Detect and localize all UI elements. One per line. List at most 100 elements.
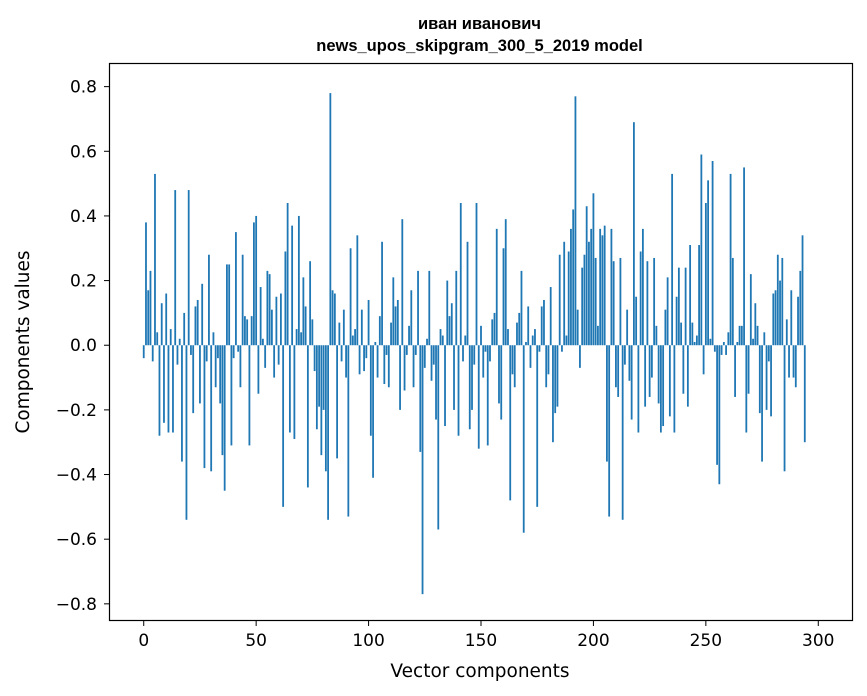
bar	[529, 345, 532, 368]
bar	[482, 345, 485, 378]
bar	[662, 345, 665, 427]
bar	[754, 303, 757, 346]
bar	[457, 345, 460, 436]
bar	[147, 290, 150, 346]
bar	[408, 325, 410, 346]
bar	[603, 225, 606, 346]
bar	[190, 345, 192, 355]
bar	[747, 345, 750, 394]
x-tick-label: 0	[138, 631, 149, 651]
bar	[172, 345, 174, 433]
bar	[264, 345, 267, 368]
bar	[270, 309, 273, 346]
bar	[208, 254, 210, 346]
bar	[214, 345, 217, 388]
bar	[394, 306, 397, 346]
bar	[783, 345, 786, 472]
bar	[583, 254, 586, 346]
bar	[740, 325, 743, 346]
bar	[428, 270, 431, 346]
bar	[363, 345, 365, 372]
bar	[331, 290, 334, 346]
bar	[192, 345, 195, 414]
bar	[534, 329, 536, 346]
bar	[462, 345, 464, 362]
bar	[626, 309, 629, 346]
bar	[230, 345, 233, 446]
chart-title: иван иванович	[418, 15, 541, 33]
bar	[763, 332, 766, 346]
bar	[156, 332, 159, 346]
bar	[444, 345, 446, 427]
bar	[383, 345, 386, 385]
bar	[154, 173, 156, 346]
bar	[608, 345, 611, 517]
bar	[567, 251, 570, 346]
bar	[794, 345, 797, 388]
bar	[297, 215, 300, 346]
bar	[736, 342, 739, 346]
bar	[354, 329, 356, 346]
bar	[235, 232, 237, 346]
bar	[518, 312, 521, 346]
bar	[803, 345, 806, 443]
bar	[426, 338, 428, 346]
bar	[599, 228, 602, 346]
bar	[641, 228, 644, 346]
bar	[484, 345, 487, 352]
bar	[581, 267, 584, 346]
x-axis-ticks: 0 50 100 150 200 250 300	[138, 620, 834, 651]
y-tick-label: 0.8	[70, 78, 97, 98]
bar	[770, 345, 772, 417]
bar	[659, 345, 662, 433]
bar	[776, 254, 779, 346]
bar	[695, 335, 698, 346]
bar	[644, 345, 647, 407]
bar	[432, 345, 435, 365]
bar	[228, 264, 231, 346]
bar	[610, 228, 613, 346]
bar	[194, 306, 197, 346]
bar	[183, 312, 186, 346]
bar	[217, 345, 219, 359]
bar	[291, 225, 294, 346]
bar	[691, 322, 694, 346]
bar	[558, 254, 561, 346]
y-tick-label: 0.6	[70, 142, 97, 162]
bar	[176, 345, 179, 365]
bar	[455, 270, 458, 346]
bar	[511, 345, 514, 375]
bar	[423, 345, 426, 368]
bar	[684, 267, 687, 346]
bar	[686, 345, 689, 407]
bar	[262, 338, 264, 346]
bar	[466, 241, 469, 346]
bar	[439, 329, 442, 346]
bar	[446, 280, 449, 346]
bar	[419, 345, 422, 452]
bar	[387, 345, 390, 388]
bar	[410, 290, 413, 346]
y-axis-label: Components values	[13, 250, 34, 433]
bar	[448, 316, 451, 346]
bar	[412, 345, 415, 388]
bar	[650, 345, 653, 378]
bar	[237, 345, 240, 352]
bar	[360, 309, 363, 346]
bar	[561, 345, 563, 352]
bar	[293, 345, 296, 439]
bar	[181, 345, 183, 462]
bar	[720, 345, 723, 355]
bar	[205, 345, 208, 362]
bar	[664, 309, 667, 346]
bar	[689, 245, 692, 346]
bar	[464, 335, 467, 346]
bar	[421, 345, 424, 595]
bar	[633, 122, 635, 346]
bar	[799, 270, 802, 346]
bar	[376, 345, 379, 378]
bar	[367, 299, 370, 346]
bar	[738, 325, 741, 346]
bar	[570, 228, 572, 346]
bar	[540, 306, 543, 346]
